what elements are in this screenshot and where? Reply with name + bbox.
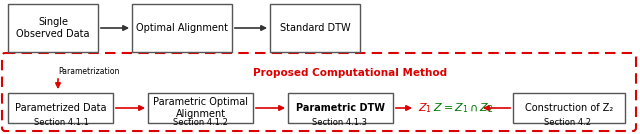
Text: Optimal Alignment: Optimal Alignment [136, 23, 228, 33]
Text: $Z_1$: $Z_1$ [418, 101, 432, 115]
Bar [132, 4, 232, 52]
Text: Section 4.2: Section 4.2 [545, 118, 591, 127]
FancyBboxPatch shape [2, 53, 636, 131]
Bar [270, 4, 360, 52]
Text: Parametrized Data: Parametrized Data [15, 103, 106, 113]
Text: Section 4.1.1: Section 4.1.1 [33, 118, 88, 127]
Text: Proposed Computational Method: Proposed Computational Method [253, 68, 447, 78]
Bar [8, 93, 113, 123]
Bar [513, 93, 625, 123]
Text: Standard DTW: Standard DTW [280, 23, 350, 33]
Text: Construction of Z₂: Construction of Z₂ [525, 103, 613, 113]
Text: Section 4.1.3: Section 4.1.3 [312, 118, 367, 127]
Text: Single
Observed Data: Single Observed Data [16, 17, 90, 39]
Bar [288, 93, 393, 123]
Text: Parametrization: Parametrization [58, 67, 120, 76]
Bar [148, 93, 253, 123]
Bar [8, 4, 98, 52]
Text: Section 4.1.2: Section 4.1.2 [173, 118, 227, 127]
Text: $Z = Z_1 \cap Z_2$: $Z = Z_1 \cap Z_2$ [433, 101, 493, 115]
Text: Parametric Optimal
Alignment: Parametric Optimal Alignment [153, 97, 248, 119]
Text: Parametric DTW: Parametric DTW [296, 103, 385, 113]
